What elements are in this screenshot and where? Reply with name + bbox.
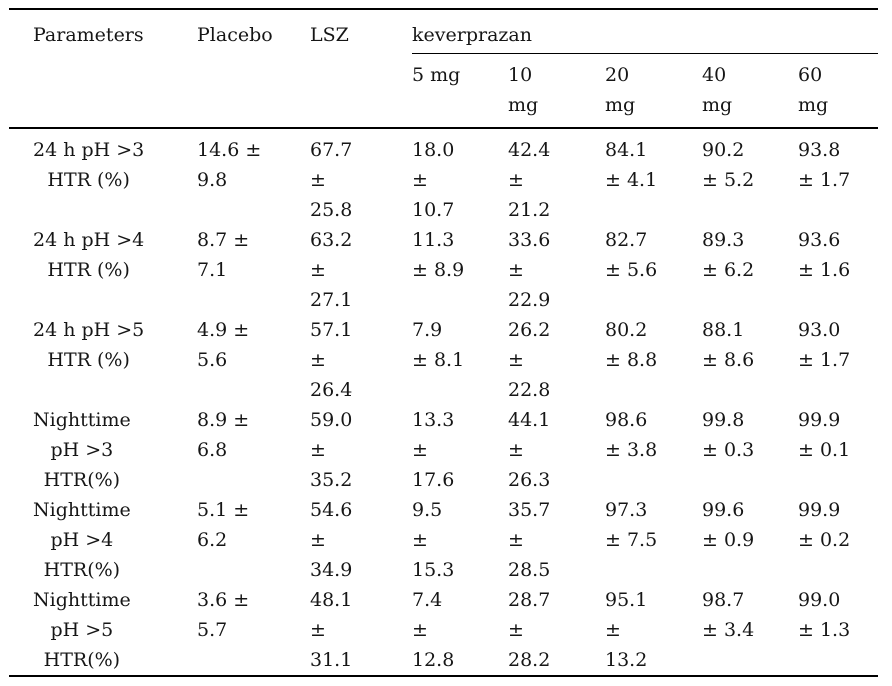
value-cell-5mg: 11.3 ± 8.9 [412,229,465,281]
value-cell-5mg: 7.4 ± 12.8 [412,589,455,671]
value-cell-20mg: 82.7 ± 5.6 [605,229,658,281]
header-row-doses: 5 mg 10 mg 20 mg 40 mg 60 mg [9,53,879,129]
value-cell-60mg: 93.0 ± 1.7 [798,319,851,371]
column-header-dose-20mg: 20 mg [605,53,702,129]
value-cell-40mg: 90.2 ± 5.2 [702,139,755,191]
table-header: Parameters Placebo LSZ keverprazan 5 mg … [9,9,879,129]
value-cell-10mg: 42.4 ± 21.2 [508,139,551,221]
value-cell-60mg: 93.6 ± 1.6 [798,229,851,281]
value-cell-40mg: 99.6 ± 0.9 [702,499,755,551]
value-cell-20mg: 95.1 ± 13.2 [605,589,648,671]
value-cell-5mg: 9.5 ± 15.3 [412,499,455,581]
table-body: 24 h pH >3 HTR (%) 14.6 ± 9.8 67.7 ± 25.… [9,128,878,676]
table-row: Nighttime pH >5 HTR(%) 3.6 ± 5.7 48.1 ± … [9,585,878,676]
table-row: Nighttime pH >4 HTR(%) 5.1 ± 6.2 54.6 ± … [9,495,878,585]
value-cell-60mg: 99.0 ± 1.3 [798,589,851,641]
value-cell-20mg: 84.1 ± 4.1 [605,139,658,191]
value-cell-5mg: 18.0 ± 10.7 [412,139,455,221]
column-group-header-keverprazan: keverprazan [412,9,879,54]
column-header-dose-60mg: 60 mg [798,53,879,129]
column-header-dose-40mg: 40 mg [702,53,798,129]
parameter-cell: Nighttime pH >4 HTR(%) [9,495,197,585]
value-cell-10mg: 28.7 ± 28.2 [508,589,551,671]
parameter-label: Nighttime pH >4 HTR(%) [33,499,131,581]
value-cell-20mg: 98.6 ± 3.8 [605,409,658,461]
value-cell-lsz: 54.6 ± 34.9 [310,499,353,581]
results-table-container: Parameters Placebo LSZ keverprazan 5 mg … [9,8,879,677]
value-cell-20mg: 80.2 ± 8.8 [605,319,658,371]
table-row: Nighttime pH >3 HTR(%) 8.9 ± 6.8 59.0 ± … [9,405,878,495]
parameter-cell: Nighttime pH >5 HTR(%) [9,585,197,676]
header-spacer [310,53,412,129]
header-spacer [197,53,310,129]
parameter-label: 24 h pH >3 HTR (%) [33,139,145,191]
value-cell-placebo: 3.6 ± 5.7 [197,589,250,641]
value-cell-40mg: 98.7 ± 3.4 [702,589,755,641]
parameter-cell: 24 h pH >5 HTR (%) [9,315,197,405]
table-row: 24 h pH >3 HTR (%) 14.6 ± 9.8 67.7 ± 25.… [9,128,878,225]
parameter-label: 24 h pH >5 HTR (%) [33,319,145,371]
value-cell-lsz: 59.0 ± 35.2 [310,409,353,491]
value-cell-lsz: 48.1 ± 31.1 [310,589,353,671]
value-cell-placebo: 8.9 ± 6.8 [197,409,250,461]
value-cell-10mg: 33.6 ± 22.9 [508,229,551,311]
keverprazan-htr-table: Parameters Placebo LSZ keverprazan 5 mg … [9,8,879,677]
value-cell-placebo: 4.9 ± 5.6 [197,319,250,371]
parameter-cell: Nighttime pH >3 HTR(%) [9,405,197,495]
value-cell-lsz: 67.7 ± 25.8 [310,139,353,221]
value-cell-20mg: 97.3 ± 7.5 [605,499,658,551]
value-cell-10mg: 26.2 ± 22.8 [508,319,551,401]
parameter-label: Nighttime pH >5 HTR(%) [33,589,131,671]
value-cell-lsz: 63.2 ± 27.1 [310,229,353,311]
value-cell-10mg: 44.1 ± 26.3 [508,409,551,491]
table-row: 24 h pH >4 HTR (%) 8.7 ± 7.1 63.2 ± 27.1… [9,225,878,315]
value-cell-placebo: 8.7 ± 7.1 [197,229,250,281]
value-cell-40mg: 99.8 ± 0.3 [702,409,755,461]
value-cell-40mg: 88.1 ± 8.6 [702,319,755,371]
parameter-cell: 24 h pH >4 HTR (%) [9,225,197,315]
value-cell-60mg: 99.9 ± 0.2 [798,499,851,551]
column-header-dose-5mg: 5 mg [412,53,508,129]
value-cell-5mg: 7.9 ± 8.1 [412,319,465,371]
parameter-label: 24 h pH >4 HTR (%) [33,229,145,281]
value-cell-10mg: 35.7 ± 28.5 [508,499,551,581]
table-row: 24 h pH >5 HTR (%) 4.9 ± 5.6 57.1 ± 26.4… [9,315,878,405]
column-header-placebo: Placebo [197,23,273,46]
value-cell-60mg: 93.8 ± 1.7 [798,139,851,191]
value-cell-placebo: 5.1 ± 6.2 [197,499,250,551]
value-cell-40mg: 89.3 ± 6.2 [702,229,755,281]
value-cell-5mg: 13.3 ± 17.6 [412,409,455,491]
parameter-label: Nighttime pH >3 HTR(%) [33,409,131,491]
value-cell-lsz: 57.1 ± 26.4 [310,319,353,401]
header-spacer [9,53,197,129]
column-header-lsz: LSZ [310,23,349,46]
column-header-dose-10mg: 10 mg [508,53,605,129]
value-cell-60mg: 99.9 ± 0.1 [798,409,851,461]
parameter-cell: 24 h pH >3 HTR (%) [9,128,197,225]
column-header-parameters: Parameters [33,23,144,46]
header-row-groups: Parameters Placebo LSZ keverprazan [9,9,879,54]
value-cell-placebo: 14.6 ± 9.8 [197,139,262,191]
